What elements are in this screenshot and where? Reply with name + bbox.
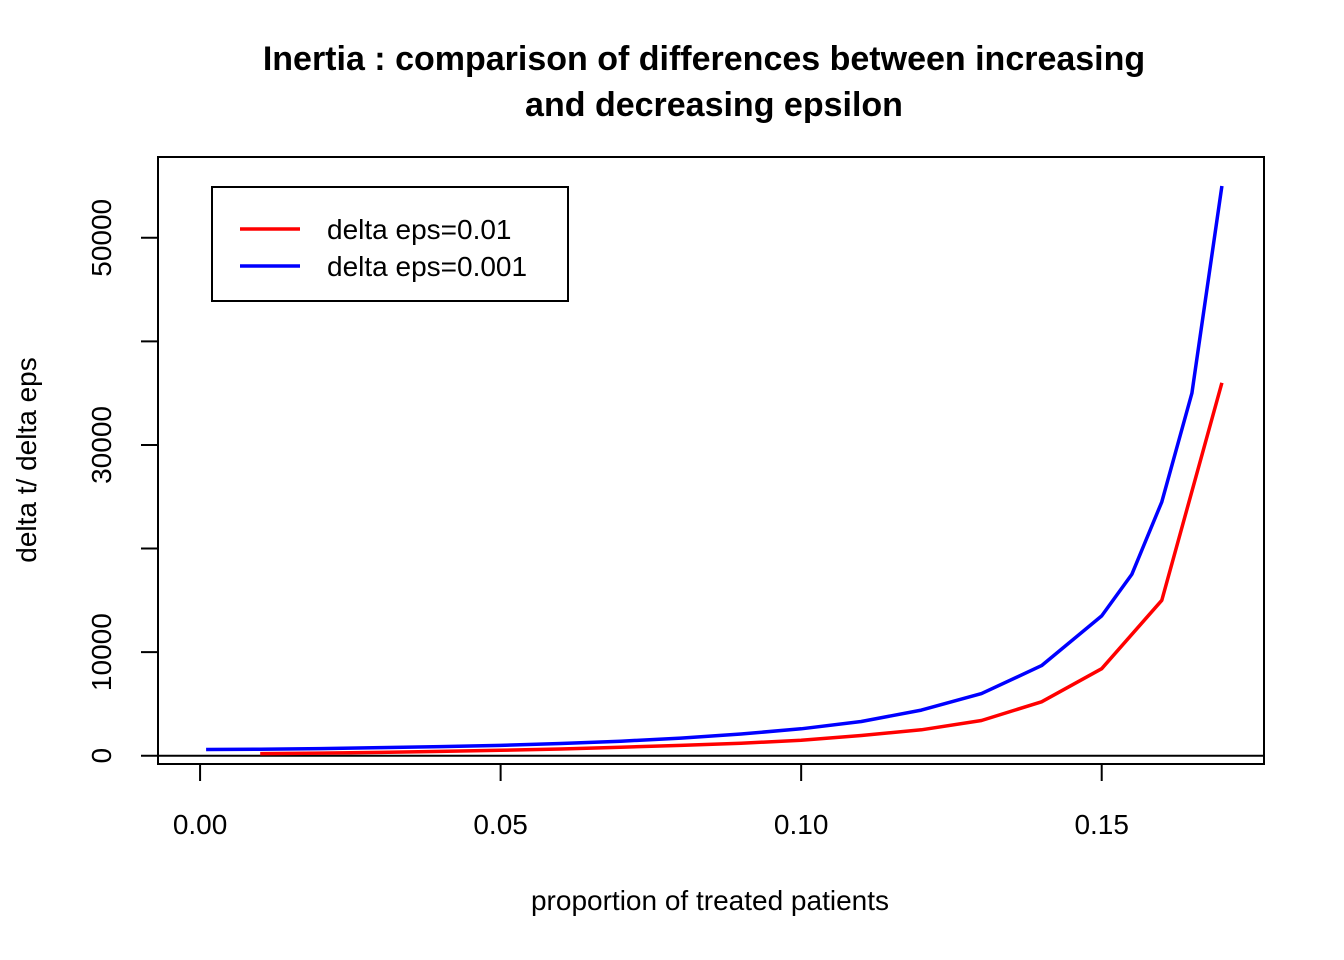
y-tick-label: 50000	[86, 199, 117, 277]
legend: delta eps=0.01 delta eps=0.001	[211, 186, 569, 302]
series-line-1	[260, 382, 1224, 756]
x-tick-label: 0.00	[173, 809, 228, 840]
y-tick-label: 0	[86, 748, 117, 764]
y-tick-label: 30000	[86, 406, 117, 484]
legend-label-2: delta eps=0.001	[327, 251, 527, 282]
series-layer	[206, 185, 1224, 756]
x-axis-title: proportion of treated patients	[531, 885, 889, 916]
x-tick-label: 0.15	[1074, 809, 1129, 840]
plot-frame	[157, 156, 1265, 765]
y-axis: 0 10000 30000 50000	[86, 199, 159, 764]
legend-box	[211, 186, 569, 302]
x-tick-label: 0.10	[774, 809, 829, 840]
y-axis-title: delta t/ delta eps	[11, 357, 42, 562]
chart-title-line-2: and decreasing epsilon	[525, 86, 903, 124]
x-axis: 0.00 0.05 0.10 0.15	[173, 763, 1129, 840]
chart-title-line-1: Inertia : comparison of differences betw…	[263, 40, 1145, 78]
legend-label-1: delta eps=0.01	[327, 214, 512, 245]
y-tick-label: 10000	[86, 613, 117, 691]
series-line-2	[206, 185, 1224, 752]
x-tick-label: 0.05	[473, 809, 528, 840]
